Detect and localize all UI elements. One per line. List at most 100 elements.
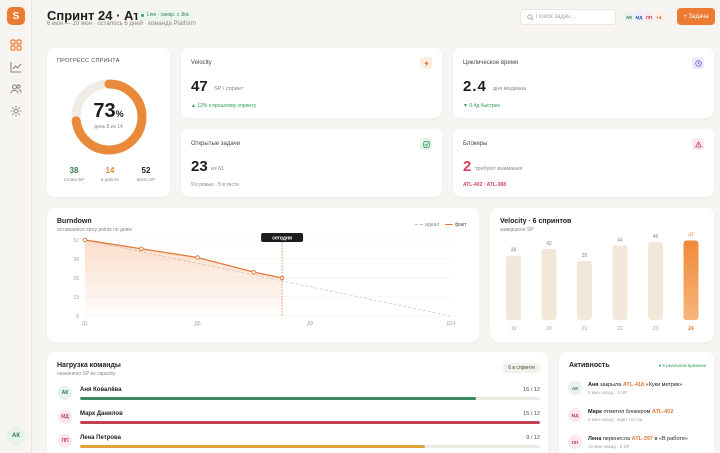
x-tick-label: Д14: [447, 321, 456, 327]
activity-text: Марк отметил блокером ATL-402: [588, 409, 673, 415]
y-tick-label: 52: [73, 238, 79, 244]
member-load-fill: [80, 421, 540, 424]
x-tick-label: Д9: [307, 321, 313, 327]
velocity-value: 47: [191, 78, 208, 95]
activity-text: Лена перенесла ATL-397 в «В работе»: [588, 436, 688, 442]
team-title: Нагрузка команды: [57, 362, 121, 369]
velocity-bar: [612, 245, 628, 320]
activity-avatar: ЛП: [568, 435, 582, 449]
chart-icon[interactable]: [10, 61, 22, 73]
bar-category-label: 19: [511, 326, 517, 332]
progress-ring: [71, 79, 147, 155]
team-avatars[interactable]: АК МД ЛП +4: [623, 11, 665, 23]
sprint-progress-card: ПРОГРЕСС СПРИНТА 73% день 8 из 14 38 гото…: [47, 48, 170, 197]
burndown-card: Burndown оставшиеся story points по дням…: [47, 208, 479, 342]
search-box[interactable]: [520, 9, 616, 25]
page-subtitle: 6 июн — 20 июн · осталось 6 дней · коман…: [47, 21, 196, 27]
bar-value-label: 38: [511, 248, 517, 254]
bar-category-label: 22: [617, 326, 623, 332]
lightning-icon: [420, 57, 432, 69]
velocity-title: Velocity: [191, 60, 212, 66]
fact-area: [85, 240, 283, 316]
activity-ticket-link[interactable]: ATL-418: [622, 382, 645, 388]
progress-stat-value: 52: [141, 166, 151, 175]
velocity-unit: SP / спринт: [214, 86, 244, 92]
page-title: Спринт 24 · Атлас: [47, 8, 163, 23]
velocity-note: ▲ 12% к прошлому спринту: [191, 103, 257, 109]
burndown-subtitle: оставшиеся story points по дням: [57, 227, 132, 233]
sidebar: S АК: [0, 0, 32, 453]
activity-detail: «Куки метрик»: [644, 382, 683, 388]
activity-ticket-link[interactable]: ATL-402: [652, 409, 674, 415]
team-badge: 6 в спринте: [503, 363, 540, 373]
open-value: 23: [191, 158, 208, 175]
add-task-button[interactable]: + Задача: [677, 8, 715, 25]
activity-verb: отметил блокером: [603, 409, 652, 415]
member-name[interactable]: Аня Ковалёва: [80, 387, 122, 393]
bar-value-label: 46: [653, 234, 659, 240]
member-load-bar: [80, 421, 540, 424]
gear-icon[interactable]: [10, 105, 22, 117]
member-name[interactable]: Марк Данилов: [80, 411, 123, 417]
bar-value-label: 35: [582, 253, 588, 259]
fact-point: [82, 237, 88, 243]
blockers-unit: требуют внимания: [475, 166, 523, 172]
member-load-fill: [80, 397, 476, 400]
progress-ring-fill: [71, 79, 147, 155]
today-label: сегодня: [272, 236, 292, 242]
activity-ticket-link[interactable]: ATL-397: [631, 436, 653, 442]
blockers-title: Блокеры: [463, 141, 488, 147]
search-input[interactable]: [536, 12, 614, 22]
bar-category-label: 21: [582, 326, 588, 332]
progress-title: ПРОГРЕСС СПРИНТА: [57, 58, 120, 64]
velocity-bar: [577, 260, 592, 320]
velocity-bar-chart: 38 19 42 20 35 21 44 22 46 23 47 24: [506, 232, 699, 332]
search-icon: [527, 14, 534, 21]
bar-category-label: 20: [546, 326, 552, 332]
activity-actor: Марк: [588, 409, 604, 415]
member-name[interactable]: Лена Петрова: [80, 435, 121, 441]
velocity-bar: [683, 240, 699, 320]
cycle-unit: дня медиана: [493, 86, 526, 92]
x-tick-label: Д5: [195, 321, 201, 327]
cycle-time-card: Циклическое время 2.4 дня медиана ▼ 0.4д…: [453, 48, 714, 118]
velocity-card: Velocity 47 SP / спринт ▲ 12% к прошлому…: [181, 48, 442, 118]
y-tick-label: 39: [73, 257, 79, 263]
header-avatar[interactable]: ЛП: [643, 11, 655, 23]
realtime-badge: ● в реальном времени: [658, 363, 706, 368]
dashboard-icon[interactable]: [10, 39, 22, 51]
activity-time: 2 мин назад · 3 SP: [588, 390, 627, 395]
team-load-card: Нагрузка команды назначено SP из capacit…: [47, 352, 548, 453]
velocity-bar: [506, 255, 521, 320]
blockers-value: 2: [463, 158, 472, 175]
y-tick-label: 0: [76, 314, 79, 320]
member-load-fill: [80, 445, 425, 448]
cycle-note: ▼ 0.4д быстрее: [463, 103, 501, 109]
y-tick-label: 26: [73, 276, 79, 282]
check-icon: [420, 138, 432, 150]
brand-logo[interactable]: S: [7, 7, 25, 25]
member-load-bar: [80, 397, 540, 400]
progress-day: день 8 из 14: [94, 124, 123, 130]
activity-verb: перенесла: [602, 436, 632, 442]
bar-value-label: 42: [546, 241, 552, 247]
velocity-bar: [648, 242, 663, 320]
member-avatar: АК: [58, 386, 72, 400]
today-badge: [261, 233, 304, 242]
users-icon[interactable]: [10, 83, 22, 95]
progress-stat-label: в работе: [100, 177, 120, 182]
open-unit: из 61: [211, 166, 225, 172]
bar-value-label: 44: [617, 238, 623, 244]
bar-value-label: 47: [688, 232, 694, 238]
y-tick-label: 13: [73, 295, 79, 301]
cycle-title: Циклическое время: [463, 60, 519, 66]
progress-stat-label: всего SP: [136, 177, 156, 182]
member-load-bar: [80, 445, 540, 448]
clock-icon: [692, 57, 704, 69]
velocity-bar: [541, 248, 557, 320]
header-avatar[interactable]: +4: [653, 11, 665, 23]
blockers-note[interactable]: ATL-402 · ATL-388: [463, 182, 506, 188]
burndown-title: Burndown: [57, 218, 92, 225]
user-avatar[interactable]: АК: [7, 427, 25, 445]
activity-time: 8 мин назад · ждёт тестов: [588, 417, 643, 422]
